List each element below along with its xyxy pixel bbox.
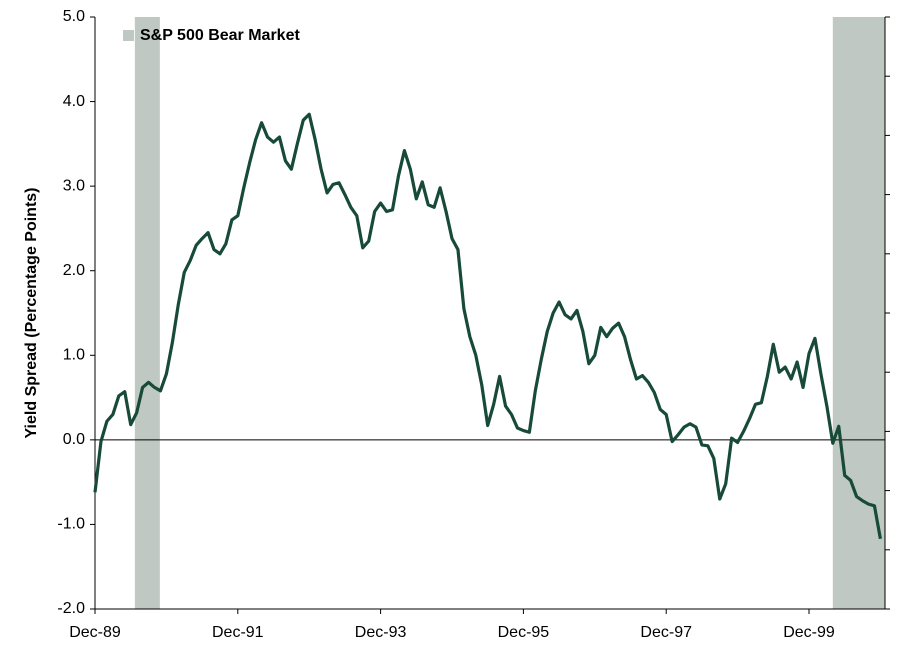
x-tick-label: Dec-95 [498,624,550,641]
y-tick-label: 0.0 [63,431,85,448]
x-tick-label: Dec-91 [212,624,264,641]
y-tick-label: 1.0 [63,347,85,364]
y-tick-label: 2.0 [63,262,85,279]
x-tick-label: Dec-99 [783,624,835,641]
x-tick-label: Dec-93 [355,624,407,641]
y-tick-label: 4.0 [63,93,85,110]
y-tick-label: 5.0 [63,8,85,25]
x-tick-label: Dec-89 [69,624,121,641]
y-axis-title: Yield Spread (Percentage Points) [23,187,40,438]
bear-market-band [134,17,160,609]
yield-spread-line [93,112,882,540]
legend-swatch [123,30,134,41]
x-tick-label: Dec-97 [640,624,692,641]
y-tick-label: -2.0 [57,600,85,617]
y-tick-label: -1.0 [57,516,85,533]
legend-label: S&P 500 Bear Market [140,27,300,44]
y-tick-label: 3.0 [63,177,85,194]
